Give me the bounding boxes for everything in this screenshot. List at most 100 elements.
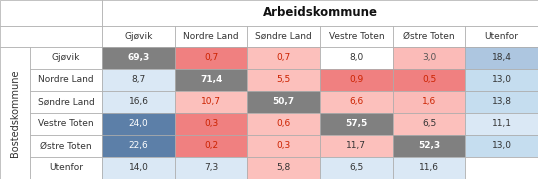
Text: 16,6: 16,6 bbox=[129, 97, 148, 106]
Bar bbox=[30, 135, 102, 157]
Text: 11,6: 11,6 bbox=[419, 163, 439, 172]
Text: 8,0: 8,0 bbox=[349, 53, 364, 62]
Bar bbox=[30, 157, 102, 179]
Bar bbox=[393, 26, 465, 47]
Text: 22,6: 22,6 bbox=[129, 141, 148, 150]
Text: 11,7: 11,7 bbox=[346, 141, 366, 150]
Bar bbox=[320, 157, 393, 179]
Bar bbox=[175, 157, 247, 179]
Bar bbox=[393, 135, 465, 157]
Text: Utenfor: Utenfor bbox=[485, 32, 519, 41]
Text: 0,7: 0,7 bbox=[277, 53, 291, 62]
Text: Søndre Land: Søndre Land bbox=[38, 97, 94, 106]
Text: 1,6: 1,6 bbox=[422, 97, 436, 106]
Text: 5,5: 5,5 bbox=[277, 75, 291, 84]
Bar bbox=[247, 91, 320, 113]
Bar bbox=[30, 113, 102, 135]
Bar bbox=[320, 26, 393, 47]
Text: 50,7: 50,7 bbox=[273, 97, 295, 106]
Text: Søndre Land: Søndre Land bbox=[256, 32, 312, 41]
Text: 6,5: 6,5 bbox=[349, 163, 364, 172]
Text: 0,3: 0,3 bbox=[204, 119, 218, 128]
Bar bbox=[102, 47, 175, 69]
Text: Østre Toten: Østre Toten bbox=[404, 32, 455, 41]
Bar bbox=[393, 47, 465, 69]
Bar bbox=[465, 157, 538, 179]
Bar bbox=[175, 69, 247, 91]
Bar bbox=[320, 47, 393, 69]
Bar bbox=[175, 26, 247, 47]
Text: 71,4: 71,4 bbox=[200, 75, 222, 84]
Bar bbox=[247, 157, 320, 179]
Bar bbox=[0, 47, 30, 179]
Text: 6,5: 6,5 bbox=[422, 119, 436, 128]
Bar bbox=[102, 135, 175, 157]
Bar bbox=[465, 113, 538, 135]
Text: Gjøvik: Gjøvik bbox=[124, 32, 153, 41]
Text: 7,3: 7,3 bbox=[204, 163, 218, 172]
Text: 0,5: 0,5 bbox=[422, 75, 436, 84]
Bar bbox=[102, 0, 538, 26]
Text: 0,6: 0,6 bbox=[277, 119, 291, 128]
Bar bbox=[320, 135, 393, 157]
Bar bbox=[0, 0, 102, 26]
Text: Nordre Land: Nordre Land bbox=[183, 32, 239, 41]
Text: 52,3: 52,3 bbox=[418, 141, 440, 150]
Bar bbox=[175, 113, 247, 135]
Text: 57,5: 57,5 bbox=[345, 119, 367, 128]
Bar bbox=[247, 26, 320, 47]
Bar bbox=[102, 91, 175, 113]
Bar bbox=[30, 69, 102, 91]
Bar bbox=[102, 26, 175, 47]
Text: 0,7: 0,7 bbox=[204, 53, 218, 62]
Bar bbox=[320, 69, 393, 91]
Bar bbox=[30, 47, 102, 69]
Text: 13,0: 13,0 bbox=[492, 75, 512, 84]
Text: Gjøvik: Gjøvik bbox=[52, 53, 80, 62]
Text: 13,0: 13,0 bbox=[492, 141, 512, 150]
Text: 8,7: 8,7 bbox=[131, 75, 146, 84]
Text: 11,1: 11,1 bbox=[492, 119, 512, 128]
Bar bbox=[247, 69, 320, 91]
Bar bbox=[175, 91, 247, 113]
Bar bbox=[247, 113, 320, 135]
Bar bbox=[465, 69, 538, 91]
Text: Vestre Toten: Vestre Toten bbox=[38, 119, 94, 128]
Text: 0,3: 0,3 bbox=[277, 141, 291, 150]
Text: Vestre Toten: Vestre Toten bbox=[329, 32, 384, 41]
Bar bbox=[30, 91, 102, 113]
Bar bbox=[393, 113, 465, 135]
Bar bbox=[465, 91, 538, 113]
Text: 5,8: 5,8 bbox=[277, 163, 291, 172]
Bar bbox=[102, 69, 175, 91]
Text: 24,0: 24,0 bbox=[129, 119, 148, 128]
Text: 3,0: 3,0 bbox=[422, 53, 436, 62]
Text: 0,2: 0,2 bbox=[204, 141, 218, 150]
Bar bbox=[0, 26, 102, 47]
Bar bbox=[247, 135, 320, 157]
Bar bbox=[102, 113, 175, 135]
Bar bbox=[465, 135, 538, 157]
Bar bbox=[393, 91, 465, 113]
Text: Utenfor: Utenfor bbox=[49, 163, 83, 172]
Text: 10,7: 10,7 bbox=[201, 97, 221, 106]
Bar bbox=[320, 91, 393, 113]
Text: 14,0: 14,0 bbox=[129, 163, 148, 172]
Bar bbox=[175, 135, 247, 157]
Text: Bostedskommune: Bostedskommune bbox=[10, 69, 20, 156]
Bar bbox=[465, 26, 538, 47]
Bar bbox=[320, 113, 393, 135]
Bar bbox=[247, 47, 320, 69]
Bar bbox=[393, 69, 465, 91]
Text: 69,3: 69,3 bbox=[128, 53, 150, 62]
Bar bbox=[393, 157, 465, 179]
Text: Nordre Land: Nordre Land bbox=[38, 75, 94, 84]
Text: Østre Toten: Østre Toten bbox=[40, 141, 91, 150]
Text: 0,9: 0,9 bbox=[349, 75, 364, 84]
Text: 13,8: 13,8 bbox=[492, 97, 512, 106]
Text: 6,6: 6,6 bbox=[349, 97, 364, 106]
Bar bbox=[175, 47, 247, 69]
Text: 18,4: 18,4 bbox=[492, 53, 512, 62]
Text: Arbeidskommune: Arbeidskommune bbox=[263, 6, 378, 20]
Bar bbox=[465, 47, 538, 69]
